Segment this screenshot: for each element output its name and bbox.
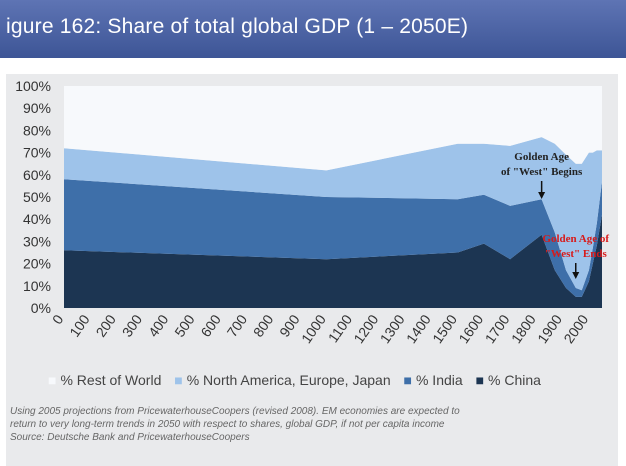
y-tick-label: 60% (23, 167, 51, 183)
x-tick-label: 600 (197, 311, 224, 339)
y-tick-label: 0% (31, 300, 51, 316)
x-tick-label: 100 (66, 311, 93, 339)
area-series (64, 86, 602, 171)
y-tick-label: 30% (23, 233, 51, 249)
x-tick-label: 400 (145, 311, 172, 339)
footnote-line: Using 2005 projections from Pricewaterho… (10, 406, 460, 417)
x-tick-label: 2000 (560, 311, 591, 346)
legend-item-rest-of-world: ■% Rest of World (48, 372, 162, 388)
annotation-arrowhead (538, 192, 546, 199)
x-tick-label: 1300 (377, 311, 408, 346)
x-tick-label: 1500 (429, 311, 460, 346)
y-tick-label: 50% (23, 189, 51, 205)
legend-label: % North America, Europe, Japan (186, 372, 391, 388)
x-tick-label: 1400 (403, 311, 434, 346)
y-tick-label: 90% (23, 100, 51, 116)
x-tick-label: 1000 (298, 311, 329, 346)
y-tick-label: 100% (15, 78, 51, 94)
x-tick-label: 1100 (325, 311, 355, 345)
y-tick-label: 10% (23, 278, 51, 294)
x-tick-label: 1700 (482, 311, 513, 346)
footnote-line: Source: Deutsche Bank and Pricewaterhous… (10, 432, 250, 443)
title-bar: igure 162: Share of total global GDP (1 … (0, 0, 626, 58)
legend-label: % Rest of World (60, 372, 162, 388)
footnote: Using 2005 projections from Pricewaterho… (10, 405, 610, 444)
x-tick-label: 800 (250, 311, 277, 339)
y-tick-label: 70% (23, 145, 51, 161)
annotation-label: of "West" Begins (501, 166, 583, 178)
x-tick-label: 500 (171, 311, 198, 339)
area-layer (64, 86, 602, 308)
x-tick-label: 1200 (350, 311, 381, 346)
x-tick-label: 1600 (455, 311, 486, 346)
annotation-label: Golden Age (514, 151, 569, 163)
legend-label: % India (415, 372, 463, 388)
x-tick-label: 1900 (534, 311, 565, 346)
y-tick-label: 40% (23, 211, 51, 227)
x-tick-label: 700 (224, 311, 251, 339)
area-series (64, 179, 602, 297)
x-tick-label: 0 (49, 311, 67, 327)
annotations: Golden Age of "West" Begins Golden Age of "… (501, 151, 609, 279)
annotation-arrowhead (572, 272, 580, 279)
y-tick-label: 20% (23, 256, 51, 272)
y-tick-label: 80% (23, 122, 51, 138)
annotation-label: Golden Age of (542, 233, 609, 245)
legend: ■% Rest of World ■% North America, Europ… (48, 372, 550, 388)
legend-item-india: ■% India (403, 372, 463, 388)
chart-svg: 0%10%20%30%40%50%60%70%80%90%100% 0 100 20… (15, 78, 609, 346)
legend-item-china: ■% China (475, 372, 541, 388)
legend-item-north-america: ■% North America, Europe, Japan (174, 372, 391, 388)
chart-title: igure 162: Share of total global GDP (1 … (6, 15, 469, 38)
x-tick-label: 200 (92, 311, 119, 339)
legend-label: % China (488, 372, 541, 388)
area-series (64, 137, 602, 291)
x-axis: 0 100 200 300 400 500 600 700 800 900100011001200… (49, 311, 592, 346)
x-tick-label: 1800 (508, 311, 539, 346)
footnote-line: return to very long-term trends in 2050 … (10, 419, 445, 430)
x-tick-label: 300 (119, 311, 146, 339)
annotation-label: "West" Ends (545, 248, 608, 260)
y-axis: 0% 10% 20% 30% 40% 50% 60% 70% 80% 90% 100% (15, 78, 51, 316)
area-series (64, 214, 602, 308)
